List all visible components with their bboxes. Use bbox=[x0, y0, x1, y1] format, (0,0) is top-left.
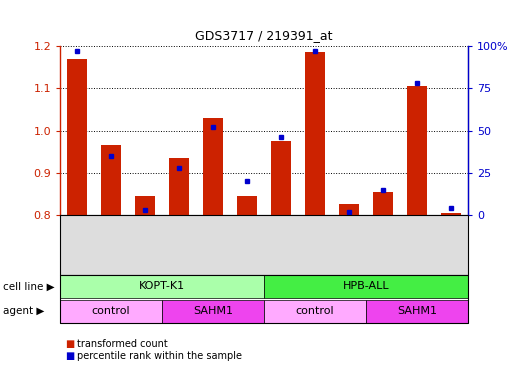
Bar bbox=[135, 196, 155, 215]
Bar bbox=[203, 118, 223, 215]
Text: KOPT-K1: KOPT-K1 bbox=[139, 281, 185, 291]
Bar bbox=[67, 59, 87, 215]
Bar bbox=[237, 196, 257, 215]
Text: HPB-ALL: HPB-ALL bbox=[343, 281, 390, 291]
Text: SAHM1: SAHM1 bbox=[193, 306, 233, 316]
Bar bbox=[407, 86, 427, 215]
Text: percentile rank within the sample: percentile rank within the sample bbox=[77, 351, 242, 361]
Text: control: control bbox=[296, 306, 334, 316]
Text: SAHM1: SAHM1 bbox=[397, 306, 437, 316]
Text: agent ▶: agent ▶ bbox=[3, 306, 44, 316]
Text: ■: ■ bbox=[65, 339, 75, 349]
Text: control: control bbox=[92, 306, 130, 316]
Text: transformed count: transformed count bbox=[77, 339, 168, 349]
Bar bbox=[305, 52, 325, 215]
Bar bbox=[101, 146, 121, 215]
Bar bbox=[441, 213, 461, 215]
Text: cell line ▶: cell line ▶ bbox=[3, 281, 54, 291]
Bar bbox=[373, 192, 393, 215]
Bar bbox=[169, 158, 189, 215]
Title: GDS3717 / 219391_at: GDS3717 / 219391_at bbox=[196, 29, 333, 42]
Bar bbox=[271, 141, 291, 215]
Bar bbox=[339, 205, 359, 215]
Text: ■: ■ bbox=[65, 351, 75, 361]
